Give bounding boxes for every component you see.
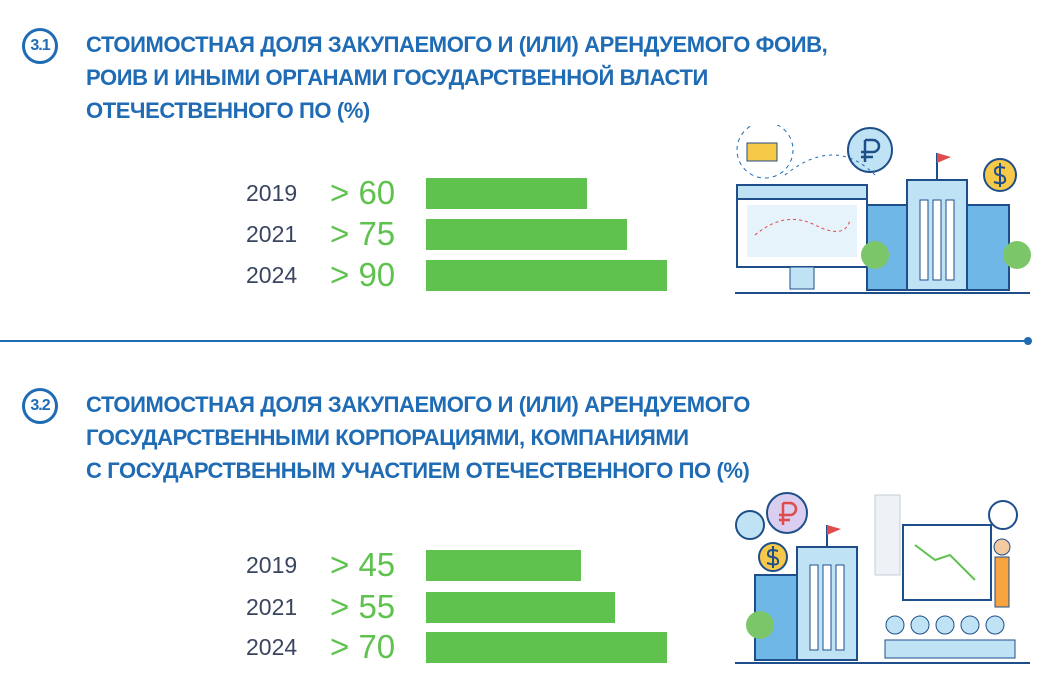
year-label: 2019 (246, 180, 298, 206)
year-label: 2021 (246, 221, 298, 247)
value-label: > 55 (330, 588, 396, 625)
section-divider (0, 340, 1028, 342)
value-label: > 70 (330, 628, 396, 665)
value-label: > 90 (330, 256, 396, 293)
bar-row: 2024 > 70 (0, 629, 700, 665)
section-title-3-1: СТОИМОСТНАЯ ДОЛЯ ЗАКУПАЕМОГО И (ИЛИ) АРЕ… (86, 28, 986, 127)
title-line: СТОИМОСТНАЯ ДОЛЯ ЗАКУПАЕМОГО И (ИЛИ) АРЕ… (86, 392, 750, 417)
bar (426, 550, 581, 581)
title-line: РОИВ И ИНЫМИ ОРГАНАМИ ГОСУДАРСТВЕННОЙ ВЛ… (86, 65, 708, 90)
title-line: С ГОСУДАРСТВЕННЫМ УЧАСТИЕМ ОТЕЧЕСТВЕННОГ… (86, 458, 750, 483)
dollar-coin-icon (993, 163, 1007, 187)
gear-icon (735, 510, 765, 540)
title-line: ОТЕЧЕСТВЕННОГО ПО (%) (86, 98, 370, 123)
dollar-coin-icon (766, 546, 780, 568)
bar (426, 632, 667, 663)
bar-row: 2021 > 75 (0, 216, 700, 252)
bar-row: 2019 > 60 (0, 175, 700, 211)
bar-row: 2019 > 45 (0, 547, 700, 583)
title-line: ГОСУДАРСТВЕННЫМИ КОРПОРАЦИЯМИ, КОМПАНИЯМ… (86, 425, 689, 450)
bar (426, 178, 587, 209)
section-badge-3-1: 3.1 (22, 28, 58, 64)
divider-end-dot (1024, 337, 1032, 345)
year-label: 2024 (246, 262, 298, 288)
corporation-presentation-illustration (735, 492, 1030, 664)
value-label: > 75 (330, 215, 396, 252)
year-label: 2024 (246, 634, 298, 660)
government-monitor-illustration (735, 125, 1031, 294)
bar-row: 2021 > 55 (0, 589, 700, 625)
value-label: > 60 (330, 174, 396, 211)
year-label: 2019 (246, 552, 298, 578)
year-label: 2021 (246, 594, 298, 620)
section-badge-3-2: 3.2 (22, 388, 58, 424)
ruble-icon (779, 501, 798, 525)
bar (426, 260, 667, 291)
bar (426, 219, 627, 250)
value-label: > 45 (330, 546, 396, 583)
bar-row: 2024 > 90 (0, 257, 700, 293)
section-title-3-2: СТОИМОСТНАЯ ДОЛЯ ЗАКУПАЕМОГО И (ИЛИ) АРЕ… (86, 388, 986, 487)
title-line: СТОИМОСТНАЯ ДОЛЯ ЗАКУПАЕМОГО И (ИЛИ) АРЕ… (86, 32, 828, 57)
ruble-icon (861, 138, 881, 162)
bar (426, 592, 616, 623)
